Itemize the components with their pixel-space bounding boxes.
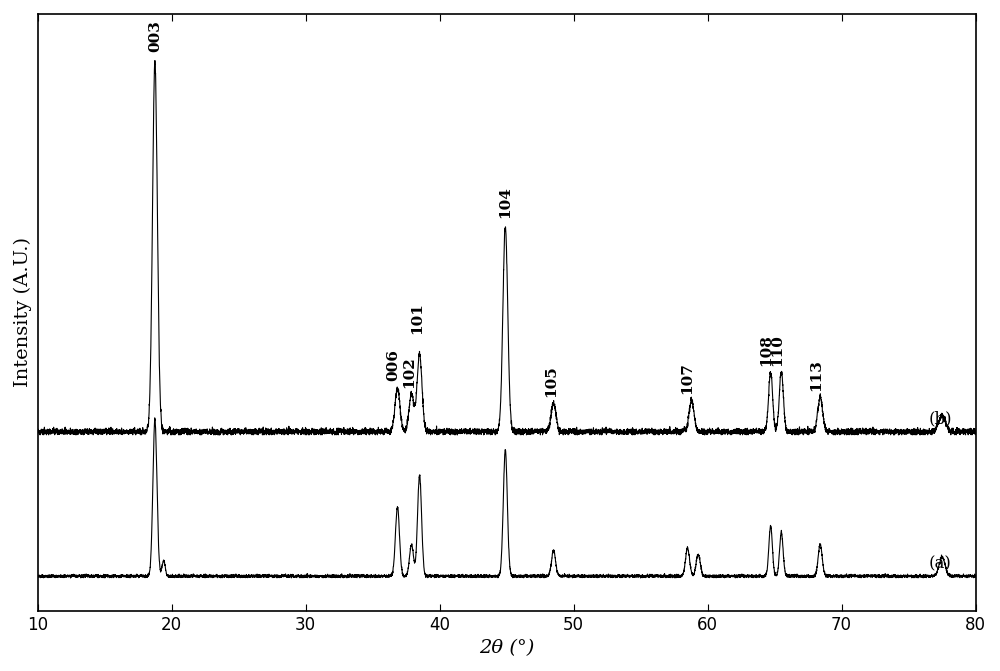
Text: 105: 105 (544, 365, 558, 397)
Text: 107: 107 (681, 362, 695, 394)
Text: 006: 006 (386, 350, 400, 381)
Text: (a): (a) (929, 555, 952, 572)
Text: 003: 003 (148, 19, 162, 52)
X-axis label: 2θ (°): 2θ (°) (479, 639, 534, 657)
Text: 101: 101 (410, 303, 424, 334)
Text: 102: 102 (402, 356, 416, 388)
Text: 113: 113 (809, 359, 823, 391)
Text: 104: 104 (498, 186, 512, 218)
Text: 110: 110 (770, 333, 784, 366)
Text: 108: 108 (760, 333, 774, 366)
Y-axis label: Intensity (A.U.): Intensity (A.U.) (14, 238, 32, 387)
Text: (b): (b) (929, 411, 952, 427)
